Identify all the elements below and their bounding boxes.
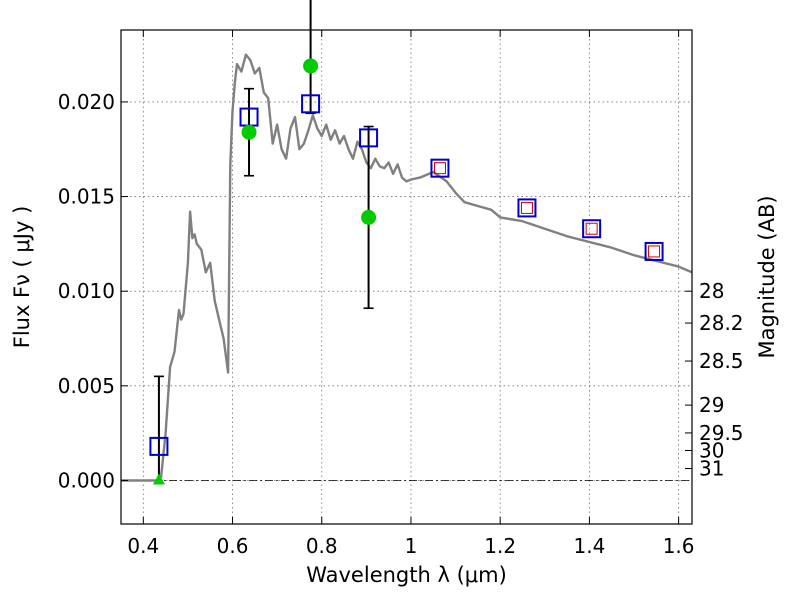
model-photometry-square — [644, 241, 664, 261]
model-photometry-square — [517, 198, 537, 218]
model-spectrum-line — [121, 53, 693, 482]
magnitude-tick-label: 28 — [699, 279, 724, 303]
y-tick-label: 0.015 — [58, 185, 115, 209]
model-photometry-square — [582, 219, 602, 239]
observed-flux-point — [361, 209, 377, 225]
magnitude-tick-label: 29.5 — [699, 421, 744, 445]
model-photometry-inner-square — [520, 201, 533, 214]
x-tick-label: 0.6 — [217, 534, 249, 558]
model-photometry-inner-square — [433, 162, 446, 175]
model-photometry-square — [430, 158, 450, 178]
magnitude-tick-label: 30 — [699, 438, 724, 462]
grid-lines — [121, 30, 692, 524]
model-photometry-inner-square — [648, 245, 661, 258]
x-tick-label: 0.8 — [306, 534, 338, 558]
magnitude-tick-label: 29 — [699, 393, 724, 417]
plot-frame — [120, 29, 693, 525]
error-bars — [153, 0, 374, 481]
model-photometry-inner-square — [585, 222, 598, 235]
x-axis-label: Wavelength λ (μm) — [306, 563, 507, 587]
model-photometry-square — [359, 128, 379, 148]
y-tick-label: 0.010 — [58, 279, 115, 303]
magnitude-tick-label: 31 — [699, 457, 724, 481]
x-tick-label: 1.4 — [573, 534, 605, 558]
x-tick-label: 1.6 — [663, 534, 695, 558]
y-axis-label-left: Flux Fν ( μJy ) — [10, 206, 34, 349]
magnitude-tick-label: 28.2 — [699, 311, 744, 335]
model-photometry-square — [149, 436, 169, 456]
observed-upper-limit-triangle — [152, 473, 165, 485]
observed-flux-point — [241, 124, 257, 140]
x-tick-label: 0.4 — [127, 534, 159, 558]
observed-markers — [152, 58, 377, 485]
x-tick-label: 1.2 — [484, 534, 516, 558]
y-axis-label-right: Magnitude (AB) — [755, 195, 779, 358]
y-tick-label: 0.005 — [58, 374, 115, 398]
y-tick-label: 0.020 — [58, 90, 115, 114]
model-photometry-square — [301, 94, 321, 114]
magnitude-tick-label: 28.5 — [699, 349, 744, 373]
y-tick-label: 0.000 — [58, 468, 115, 492]
axis-ticks: 0.4 0.6 0.8 1 1.2 1.4 1.6 0.000 0.005 0.010 0.015 0… — [58, 30, 744, 558]
x-tick-label: 1 — [405, 534, 418, 558]
model-photometry-markers — [149, 94, 664, 456]
observed-flux-point — [303, 58, 319, 74]
